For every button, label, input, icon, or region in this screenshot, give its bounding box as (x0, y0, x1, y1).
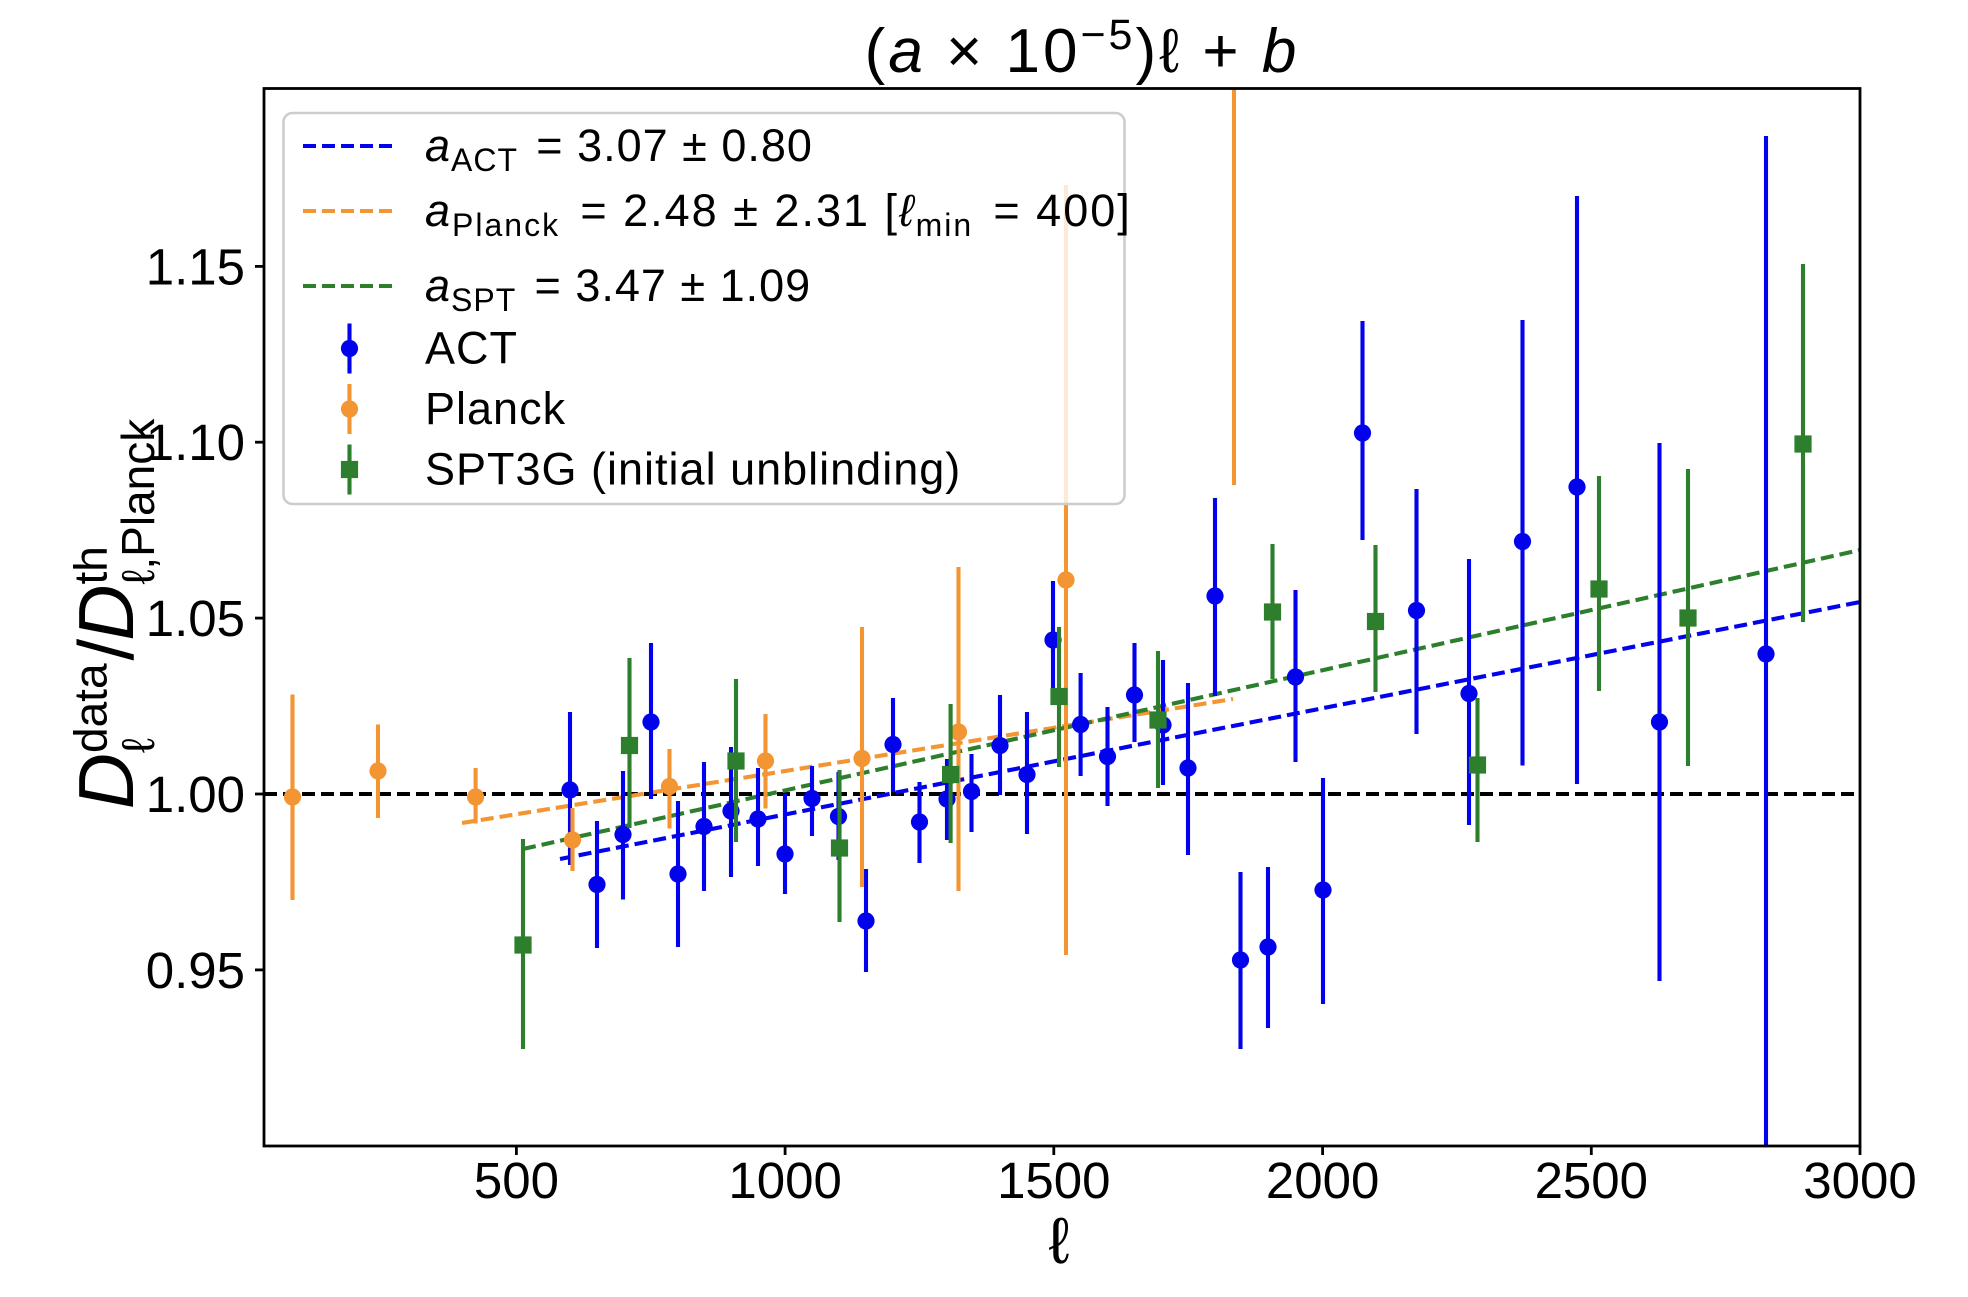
svg-text:ℓ: ℓ (1048, 1204, 1069, 1277)
svg-text:2000: 2000 (1266, 1152, 1379, 1209)
svg-text:ACT: ACT (425, 323, 518, 374)
svg-text:Planck: Planck (425, 383, 566, 434)
svg-text:1000: 1000 (728, 1152, 841, 1209)
svg-text:1.05: 1.05 (146, 590, 245, 647)
svg-text:2500: 2500 (1535, 1152, 1648, 1209)
svg-text:aSPT = 3.47 ± 1.09: aSPT = 3.47 ± 1.09 (425, 260, 811, 318)
svg-text:1500: 1500 (997, 1152, 1110, 1209)
svg-text:1.15: 1.15 (146, 238, 245, 295)
svg-text:D: D (62, 753, 150, 809)
svg-text:D: D (62, 584, 150, 640)
svg-text:ℓ,Planck: ℓ,Planck (112, 418, 164, 585)
svg-text:1.10: 1.10 (146, 414, 245, 471)
svg-text:ℓ: ℓ (112, 738, 164, 753)
svg-text:data: data (65, 663, 117, 753)
svg-text:/: / (62, 639, 150, 661)
svg-text:3000: 3000 (1803, 1152, 1916, 1209)
svg-text:500: 500 (474, 1152, 559, 1209)
svg-text:SPT3G (initial unblinding): SPT3G (initial unblinding) (425, 444, 961, 495)
svg-text:1.00: 1.00 (146, 766, 245, 823)
svg-text:th: th (65, 546, 117, 584)
svg-text:0.95: 0.95 (146, 942, 245, 999)
